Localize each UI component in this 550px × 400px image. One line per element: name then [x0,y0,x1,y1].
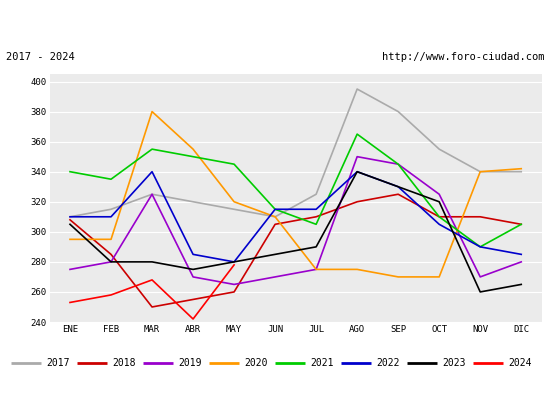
Text: Evolucion del paro registrado en Hornachuelos: Evolucion del paro registrado en Hornach… [119,14,431,28]
Text: 2023: 2023 [443,358,466,368]
Text: 2021: 2021 [311,358,334,368]
Text: http://www.foro-ciudad.com: http://www.foro-ciudad.com [382,52,544,62]
Text: 2017 - 2024: 2017 - 2024 [6,52,74,62]
Text: 2020: 2020 [245,358,268,368]
Text: 2017: 2017 [47,358,70,368]
Text: 2019: 2019 [179,358,202,368]
Text: 2018: 2018 [113,358,136,368]
Text: 2024: 2024 [509,358,532,368]
Text: 2022: 2022 [377,358,400,368]
